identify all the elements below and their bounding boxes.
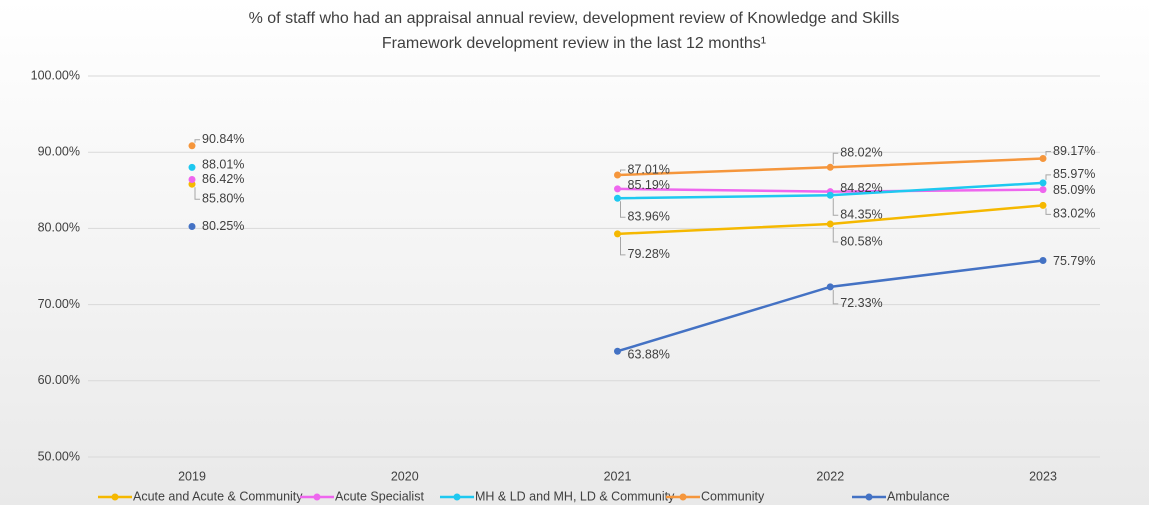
- data-label: 88.02%: [840, 146, 882, 160]
- legend-swatch: [313, 493, 321, 501]
- data-point: [614, 347, 621, 355]
- legend-label: Community: [701, 489, 765, 503]
- data-label: 79.28%: [628, 247, 670, 261]
- data-point: [614, 194, 621, 202]
- leader-line: [194, 139, 200, 143]
- data-point: [1039, 155, 1047, 163]
- data-label: 83.02%: [1053, 207, 1095, 221]
- data-label: 85.80%: [202, 192, 244, 206]
- leader-line: [620, 236, 626, 256]
- x-tick-label: 2022: [816, 469, 844, 483]
- legend-swatch: [679, 493, 687, 501]
- legend-swatch: [453, 493, 461, 501]
- data-point: [188, 163, 196, 171]
- data-label: 63.88%: [628, 348, 670, 362]
- data-point: [614, 230, 621, 238]
- x-tick-label: 2020: [391, 469, 419, 483]
- legend-label: Ambulance: [887, 489, 950, 503]
- leader-line: [832, 289, 839, 305]
- data-point: [1039, 256, 1047, 264]
- chart-title: % of staff who had an appraisal annual r…: [249, 10, 900, 27]
- y-tick-label: 100.00%: [31, 68, 80, 82]
- x-tick-label: 2019: [178, 469, 206, 483]
- y-tick-label: 60.00%: [38, 373, 80, 387]
- leader-line: [1045, 208, 1051, 215]
- legend-label: Acute and Acute & Community: [133, 489, 303, 503]
- y-tick-label: 50.00%: [38, 449, 80, 463]
- leader-line: [194, 187, 200, 200]
- leader-line: [832, 226, 839, 243]
- data-label: 72.33%: [840, 296, 882, 310]
- y-tick-label: 90.00%: [38, 144, 80, 158]
- data-point: [1039, 201, 1047, 209]
- data-label: 86.42%: [202, 172, 244, 186]
- data-point: [614, 171, 621, 179]
- leader-line: [1045, 174, 1051, 180]
- data-point: [614, 185, 621, 193]
- data-label: 83.96%: [628, 210, 670, 224]
- leader-line: [1045, 151, 1051, 156]
- leader-line: [832, 198, 839, 216]
- data-point: [1039, 186, 1047, 194]
- data-point: [188, 142, 196, 150]
- data-label: 89.17%: [1053, 144, 1095, 158]
- legend-label: Acute Specialist: [335, 489, 424, 503]
- y-tick-label: 80.00%: [38, 221, 80, 235]
- data-label: 85.09%: [1053, 183, 1095, 197]
- x-tick-label: 2023: [1029, 469, 1057, 483]
- data-label: 85.97%: [1053, 167, 1095, 181]
- legend-swatch: [111, 493, 119, 501]
- data-label: 75.79%: [1053, 254, 1095, 268]
- data-label: 85.19%: [628, 178, 670, 192]
- y-tick-label: 70.00%: [38, 297, 80, 311]
- data-label: 84.82%: [840, 181, 882, 195]
- data-point: [188, 222, 196, 230]
- leader-line: [620, 201, 626, 218]
- x-tick-label: 2021: [604, 469, 632, 483]
- data-label: 80.25%: [202, 219, 244, 233]
- chart-title: Framework development review in the last…: [382, 35, 766, 52]
- data-label: 84.35%: [840, 208, 882, 222]
- data-label: 88.01%: [202, 158, 244, 172]
- data-point: [826, 283, 834, 291]
- leader-line: [832, 152, 839, 165]
- data-point: [826, 220, 834, 228]
- legend-label: MH & LD and MH, LD & Community: [475, 489, 675, 503]
- leader-line: [620, 169, 626, 172]
- data-label: 80.58%: [840, 234, 882, 248]
- data-point: [826, 163, 834, 171]
- data-label: 90.84%: [202, 132, 244, 146]
- data-point: [188, 175, 196, 183]
- data-point: [826, 191, 834, 199]
- data-label: 87.01%: [628, 162, 670, 176]
- legend-swatch: [865, 493, 873, 501]
- data-point: [1039, 179, 1047, 187]
